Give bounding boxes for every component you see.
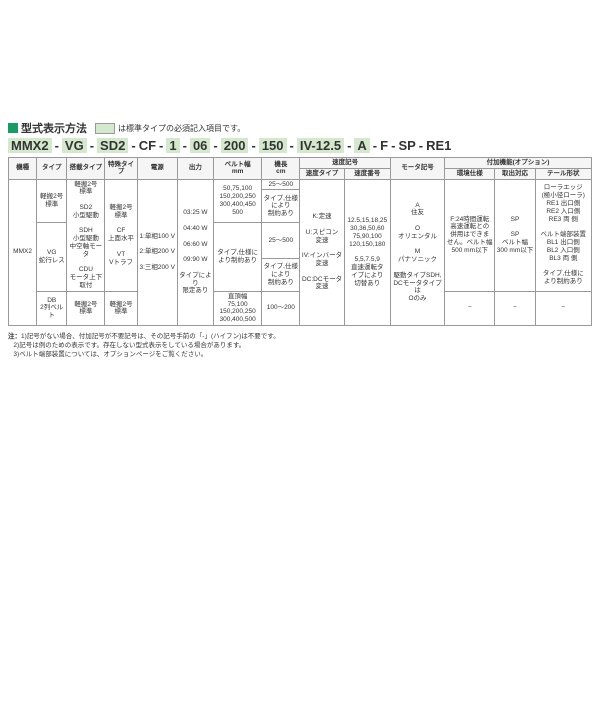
cell-len2: 25〜500 (262, 223, 300, 258)
cell-tail2: − (535, 291, 591, 325)
spec-table: 機種 タイプ 搭載タイプ 特殊タイプ 電源 出力 ベルト幅mm 機長cm 速度記… (8, 157, 592, 326)
code-dash: - (344, 138, 354, 153)
code-segment: 150 (259, 138, 287, 153)
cell-mmx2: MMX2 (9, 179, 37, 325)
cell-motor: A 住友 O オリエンタル M パナソニック 駆動タイプSDH, DCモータタイ… (390, 179, 444, 325)
th-tori: 取出対応 (495, 168, 535, 179)
cell-beltw1b: タイプ,仕様に より制約あり (214, 223, 262, 291)
code-dash: - (388, 138, 398, 153)
code-dash: - (180, 138, 190, 153)
th-belt: ベルト幅mm (214, 158, 262, 180)
code-segment: 1 (166, 138, 179, 153)
code-segment: SD2 (97, 138, 128, 153)
code-dash: - (287, 138, 297, 153)
cell-beltw2: 直頂幅 75,100 150,200,250 300,400,500 (214, 291, 262, 325)
code-segment: A (354, 138, 369, 153)
cell-special2: 軽搬2号 標準 (105, 291, 137, 325)
th-special: 特殊タイプ (105, 158, 137, 180)
model-code-row: MMX2-VG-SD2-CF-1-06-200-150-IV-12.5-A-F-… (8, 138, 592, 153)
cell-mount: 軽搬2号 標準 SD2 小型駆動 SDH 小型駆動 中空軸モータ CDU モータ… (67, 179, 105, 291)
th-option: 付加機能(オプション) (445, 158, 592, 169)
cell-power: 1:単相100 V 2:単相200 V 3:三相200 V (137, 179, 177, 325)
code-dash: - (210, 138, 220, 153)
code-segment: VG (62, 138, 87, 153)
th-machine: 機種 (9, 158, 37, 180)
th-output: 出力 (177, 158, 213, 180)
code-dash: - (156, 138, 166, 153)
title-note-text: は標準タイプの必須記入項目です。 (118, 123, 245, 134)
cell-speedno: 12.5,15,18,25 30,36,50,60 75,90,100 120,… (344, 179, 390, 325)
th-type: タイプ (37, 158, 67, 180)
th-env: 環境仕様 (445, 168, 495, 179)
code-segment: F (380, 138, 388, 153)
code-dash: - (248, 138, 258, 153)
code-segment: RE1 (426, 138, 451, 153)
note-2: 2)記号は例のための表示です。存在しない型式表示をしている場合があります。 (13, 342, 245, 349)
code-dash: - (87, 138, 97, 153)
footnotes: 注：1)記号がない場合、付加記号が不要記号は、その記号手前の「-」(ハイフン)は… (8, 332, 592, 359)
note-1: 1)記号がない場合、付加記号が不要記号は、その記号手前の「-」(ハイフン)は不要… (21, 333, 280, 340)
code-segment: 200 (221, 138, 249, 153)
th-length: 機長cm (262, 158, 300, 180)
cell-len2b: タイプ,仕様 により 制約あり (262, 258, 300, 291)
code-dash: - (370, 138, 380, 153)
highlight-swatch (95, 123, 115, 134)
code-dash: - (128, 138, 138, 153)
cell-tori: SP SP ベルト幅 300 mm以下 (495, 179, 535, 291)
title-marker (8, 123, 18, 133)
header-row-1: 機種 タイプ 搭載タイプ 特殊タイプ 電源 出力 ベルト幅mm 機長cm 速度記… (9, 158, 592, 169)
code-segment: IV-12.5 (297, 138, 344, 153)
table-row: MMX2 軽搬2号 標準 軽搬2号 標準 SD2 小型駆動 SDH 小型駆動 中… (9, 179, 592, 190)
th-motor: モータ記号 (390, 158, 444, 180)
title-note: は標準タイプの必須記入項目です。 (95, 123, 245, 134)
cell-beltw1: 50,75,100 150,200,250 300,400,450 500 (214, 179, 262, 223)
code-dash: - (52, 138, 62, 153)
title-text: 型式表示方法 (21, 120, 87, 136)
cell-type-std: 軽搬2号 標準 (37, 179, 67, 223)
cell-tori2: − (495, 291, 535, 325)
th-power: 電源 (137, 158, 177, 180)
cell-speedtype: K:定速 U:スピコン 変速 IV:インバータ 変速 DC:DCモータ 変速 (300, 179, 344, 325)
cell-mount2: 軽搬2号 標準 (67, 291, 105, 325)
cell-env2: − (445, 291, 495, 325)
code-segment: SP (398, 138, 415, 153)
th-speed: 速度記号 (300, 158, 390, 169)
section-title: 型式表示方法 は標準タイプの必須記入項目です。 (8, 120, 592, 136)
cell-env: F:24時間運転 高速運転との 併用はできま せん。ベルト幅 500 mm以下 (445, 179, 495, 291)
cell-len1b: タイプ,仕様 により 制約あり (262, 190, 300, 223)
th-speedno: 速度番号 (344, 168, 390, 179)
cell-special: 軽搬2号 標準 CF 上面水平 VT Vトラフ (105, 179, 137, 291)
cell-len3: 100〜200 (262, 291, 300, 325)
notes-label: 注： (8, 333, 21, 340)
th-tail: テール形状 (535, 168, 591, 179)
cell-len1: 25〜500 (262, 179, 300, 190)
cell-type-vg: VG 蛇行レス (37, 223, 67, 291)
code-dash: - (416, 138, 426, 153)
cell-type-db: DB 2列ベルト (37, 291, 67, 325)
code-segment: MMX2 (8, 138, 52, 153)
th-speedtype: 速度タイプ (300, 168, 344, 179)
code-segment: CF (139, 138, 156, 153)
cell-output: 03:25 W 04:40 W 06:60 W 09:90 W タイプにより 限… (177, 179, 213, 325)
note-3: 3)ベルト端部装置については、オプションページをご覧ください。 (13, 351, 207, 358)
th-mount: 搭載タイプ (67, 158, 105, 180)
code-segment: 06 (190, 138, 210, 153)
cell-tail: ローラエッジ (極小径ローラ) RE1 出口側 RE2 入口側 RE3 両 側 … (535, 179, 591, 291)
